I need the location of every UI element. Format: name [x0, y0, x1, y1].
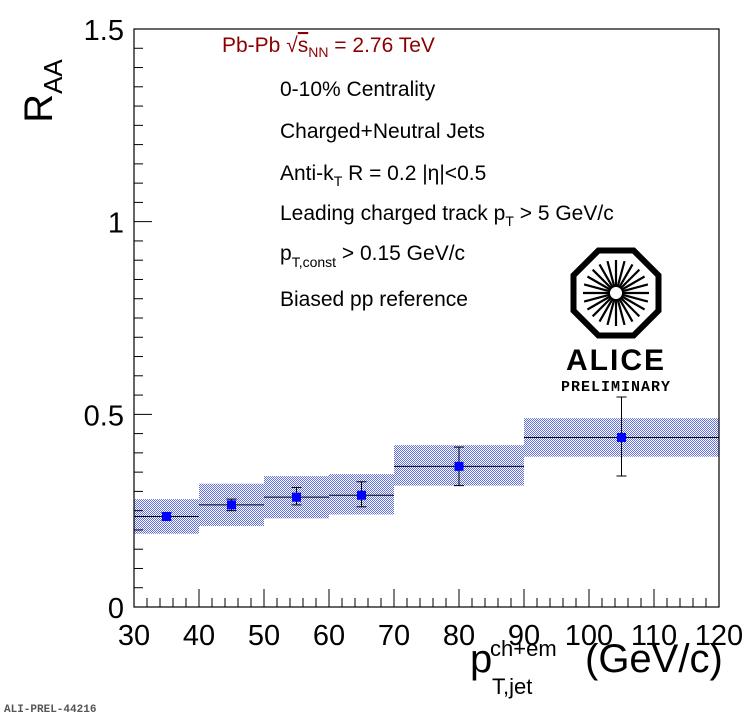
logo-ray-17 — [606, 260, 616, 288]
x-tick-label-90: 90 — [508, 620, 540, 652]
x-tick-label-80: 80 — [443, 620, 475, 652]
data-point-0 — [162, 511, 171, 521]
reference-label: Biased pp reference — [280, 288, 468, 311]
y-ticks: 0 0.5 1 1.5 — [84, 15, 152, 625]
x-tick-label-120: 120 — [695, 620, 743, 652]
centrality-label: 0-10% Centrality — [280, 78, 436, 101]
y-tick-label-3: 1.5 — [84, 15, 124, 47]
data-point-5 — [617, 432, 626, 442]
logo-ray-8 — [598, 297, 614, 323]
x-axis-label-unit: (GeV/c) — [585, 637, 723, 681]
logo-ray-16 — [598, 263, 614, 289]
x-axis-title: p ch+em T,jet (GeV/c) — [470, 636, 723, 699]
alice-logo: ALICE PRELIMINARY — [561, 247, 671, 396]
logo-ray-14 — [586, 275, 612, 291]
preliminary-label: PRELIMINARY — [561, 379, 671, 396]
data-markers — [162, 432, 626, 521]
x-tick-label-60: 60 — [313, 620, 345, 652]
alice-logo-text: ALICE — [566, 344, 666, 377]
y-tick-label-1: 0.5 — [84, 400, 124, 432]
x-ticks: 30 40 50 60 70 80 90 100 110 120 — [118, 589, 743, 652]
x-tick-label-30: 30 — [118, 620, 150, 652]
alice-logo-octagon — [570, 247, 662, 339]
x-tick-label-70: 70 — [378, 620, 410, 652]
x-tick-label-40: 40 — [183, 620, 215, 652]
logo-ray-1 — [621, 293, 649, 303]
logo-ray-3 — [619, 296, 641, 318]
logo-ray-11 — [583, 293, 611, 303]
logo-ray-13 — [583, 283, 611, 293]
logo-ray-19 — [616, 260, 626, 288]
logo-ray-7 — [606, 298, 616, 326]
data-point-3 — [357, 490, 366, 500]
logo-ray-9 — [591, 296, 613, 318]
collision-system-label: Pb-Pb √sNN = 2.76 TeV — [222, 34, 435, 60]
x-tick-label-110: 110 — [631, 620, 677, 652]
logo-ray-20 — [618, 263, 634, 289]
systematic-bands — [134, 418, 719, 534]
x-tick-label-50: 50 — [248, 620, 280, 652]
logo-ray-2 — [620, 295, 646, 311]
leading-track-label: Leading charged track pT > 5 GeV/c — [280, 202, 614, 229]
alice-logo-rays — [583, 260, 649, 326]
jets-label: Charged+Neutral Jets — [280, 120, 485, 143]
data-point-2 — [292, 492, 301, 502]
logo-ray-22 — [620, 275, 646, 291]
logo-ray-5 — [616, 298, 626, 326]
logo-ray-4 — [618, 297, 634, 323]
y-axis-title: RAA — [17, 59, 68, 123]
algorithm-label: Anti-kT R = 0.2 |η|<0.5 — [280, 162, 486, 189]
x-tick-label-100: 100 — [565, 620, 613, 652]
logo-ray-10 — [586, 295, 612, 311]
y-tick-label-2: 1 — [108, 208, 124, 240]
logo-ray-23 — [621, 283, 649, 293]
x-axis-label-sub: T,jet — [492, 674, 532, 699]
constituent-cut-label: pT,const > 0.15 GeV/c — [280, 242, 465, 270]
figure-id: ALI-PREL-44216 — [4, 704, 96, 716]
data-point-1 — [227, 500, 236, 510]
y-tick-label-0: 0 — [108, 593, 124, 625]
x-axis-label-main: p — [470, 637, 492, 681]
logo-ray-21 — [619, 268, 641, 290]
data-point-4 — [454, 461, 464, 471]
logo-ray-15 — [591, 268, 613, 290]
x-axis-label-sup: ch+em — [490, 636, 557, 661]
